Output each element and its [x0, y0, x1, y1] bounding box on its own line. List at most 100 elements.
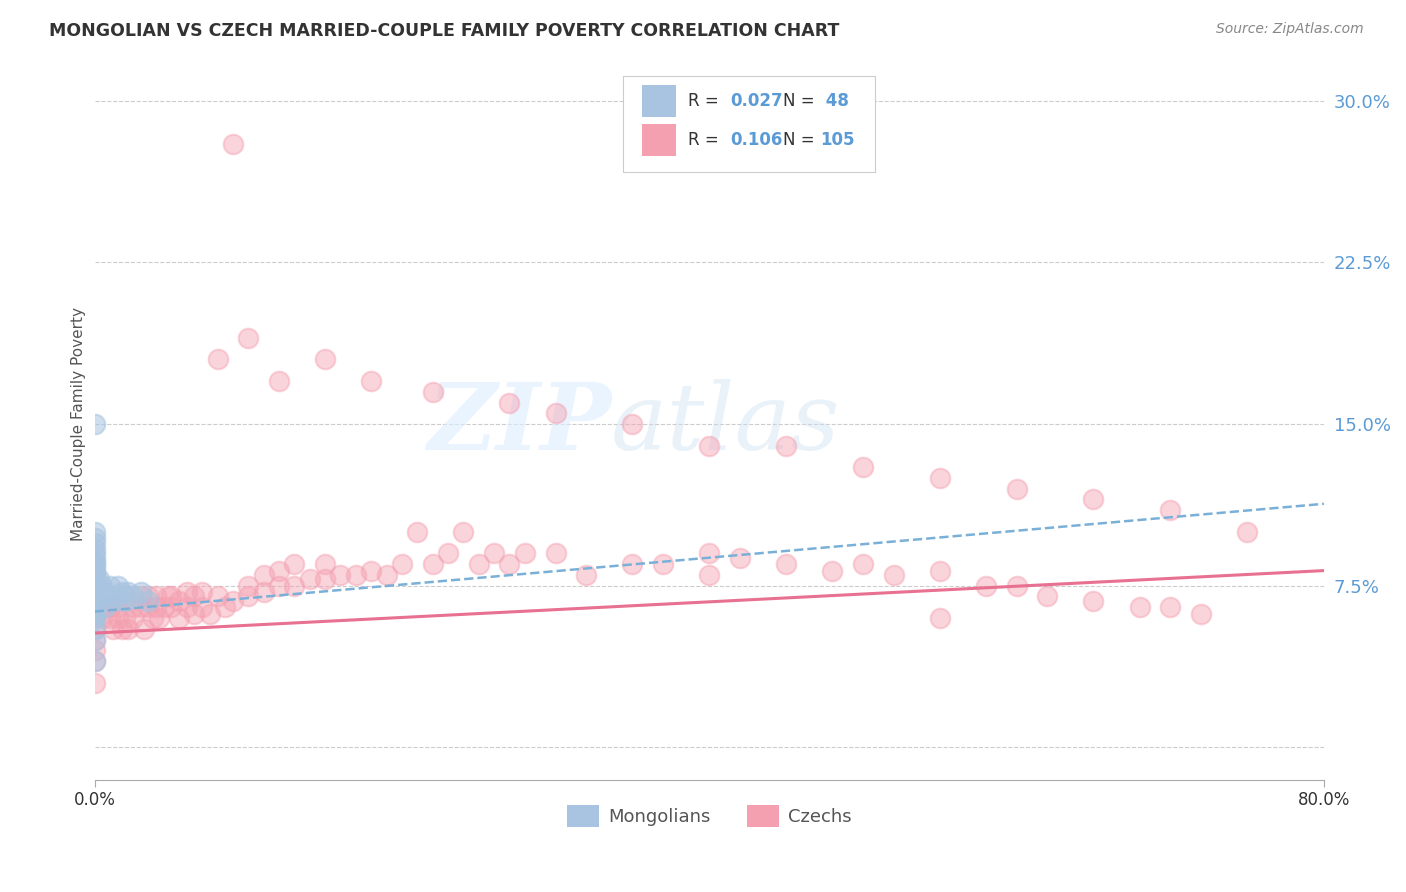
Point — [83, 643, 105, 657]
Point — [453, 524, 475, 539]
Point — [83, 542, 105, 557]
Point — [83, 675, 105, 690]
Point — [167, 611, 190, 625]
Point — [252, 568, 274, 582]
Point — [575, 568, 598, 582]
Point — [142, 611, 165, 625]
Point — [83, 590, 105, 604]
Point — [775, 439, 797, 453]
Point — [83, 622, 105, 636]
Point — [267, 374, 290, 388]
Point — [167, 593, 190, 607]
Point — [148, 611, 170, 625]
Point — [83, 632, 105, 647]
Point — [83, 632, 105, 647]
Point — [222, 593, 245, 607]
Point — [329, 568, 352, 582]
Point — [83, 596, 105, 610]
Point — [96, 600, 118, 615]
Text: 0.106: 0.106 — [730, 130, 783, 149]
Text: R =: R = — [689, 130, 724, 149]
Point — [1236, 524, 1258, 539]
Point — [83, 531, 105, 545]
Point — [252, 585, 274, 599]
Point — [1083, 492, 1105, 507]
Point — [89, 585, 111, 599]
Point — [852, 460, 875, 475]
Text: atlas: atlas — [610, 379, 841, 469]
Point — [83, 546, 105, 560]
Point — [214, 600, 236, 615]
Point — [129, 590, 152, 604]
Point — [238, 590, 260, 604]
Point — [98, 579, 121, 593]
Point — [482, 546, 505, 560]
Point — [283, 557, 305, 571]
Point — [107, 611, 129, 625]
Point — [129, 600, 152, 615]
Point — [238, 579, 260, 593]
Text: R =: R = — [689, 92, 724, 111]
Point — [138, 600, 160, 615]
Point — [83, 590, 105, 604]
Point — [101, 593, 124, 607]
Text: ZIP: ZIP — [426, 379, 610, 469]
Point — [1128, 600, 1150, 615]
Point — [160, 590, 183, 604]
Point — [1005, 579, 1028, 593]
Point — [267, 579, 290, 593]
Point — [157, 590, 180, 604]
Point — [160, 600, 183, 615]
Point — [83, 654, 105, 668]
Point — [107, 579, 129, 593]
Point — [111, 622, 134, 636]
Point — [83, 611, 105, 625]
Point — [94, 600, 117, 615]
Point — [83, 561, 105, 575]
Point — [1083, 593, 1105, 607]
Point — [152, 600, 174, 615]
Point — [391, 557, 413, 571]
Point — [207, 590, 229, 604]
Point — [132, 622, 155, 636]
Point — [852, 557, 875, 571]
Point — [283, 579, 305, 593]
Point — [498, 557, 520, 571]
Point — [621, 557, 644, 571]
Point — [83, 574, 105, 589]
Point — [883, 568, 905, 582]
Point — [83, 557, 105, 571]
Legend: Mongolians, Czechs: Mongolians, Czechs — [560, 798, 859, 835]
Point — [821, 564, 844, 578]
Point — [314, 572, 336, 586]
Point — [191, 585, 214, 599]
Point — [467, 557, 489, 571]
Point — [298, 572, 321, 586]
Point — [314, 352, 336, 367]
Point — [114, 593, 136, 607]
Point — [129, 585, 152, 599]
Text: N =: N = — [783, 130, 820, 149]
Text: 0.027: 0.027 — [730, 92, 783, 111]
Point — [107, 600, 129, 615]
Point — [176, 600, 198, 615]
Point — [83, 524, 105, 539]
Point — [498, 395, 520, 409]
Point — [117, 585, 139, 599]
Point — [83, 579, 105, 593]
Point — [83, 622, 105, 636]
Point — [207, 352, 229, 367]
Point — [91, 579, 114, 593]
Point — [267, 564, 290, 578]
Point — [91, 611, 114, 625]
Point — [652, 557, 675, 571]
Point — [98, 611, 121, 625]
Point — [122, 600, 145, 615]
Point — [83, 600, 105, 615]
Point — [111, 585, 134, 599]
Point — [191, 600, 214, 615]
Point — [145, 590, 167, 604]
FancyBboxPatch shape — [623, 76, 875, 171]
Point — [974, 579, 997, 593]
Point — [122, 590, 145, 604]
